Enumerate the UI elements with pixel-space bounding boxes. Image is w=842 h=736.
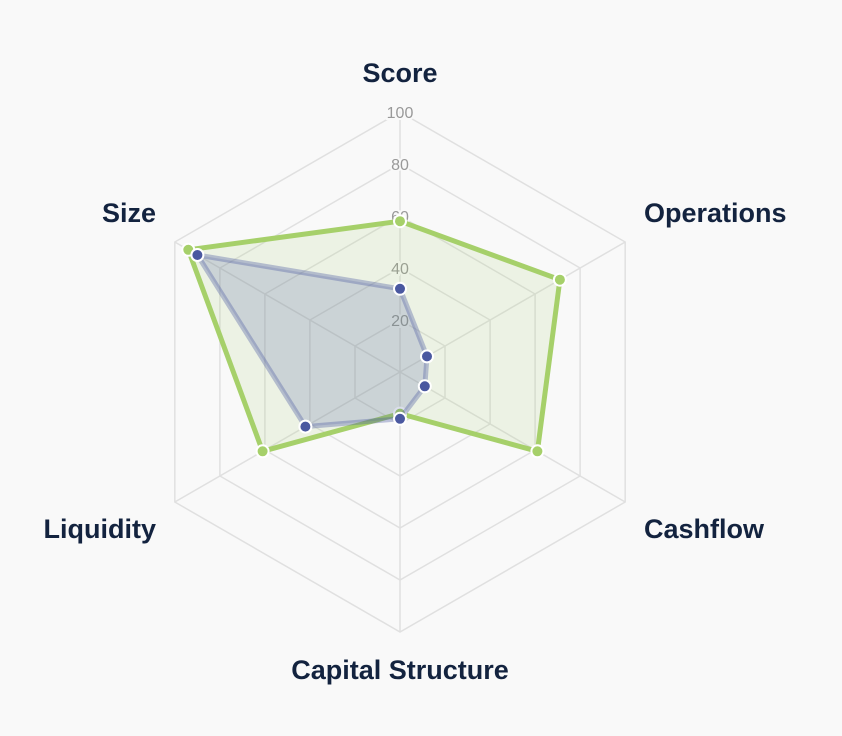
axis-spoke — [174, 241, 401, 373]
axis-label-cashflow: Cashflow — [644, 514, 765, 544]
axis-label-capital-structure: Capital Structure — [291, 655, 509, 685]
series-2-point[interactable] — [298, 419, 313, 434]
series-2-point[interactable] — [393, 281, 407, 296]
series-2-point[interactable] — [420, 349, 434, 364]
series-2 — [190, 248, 434, 434]
axis-label-liquidity: Liquidity — [44, 514, 156, 544]
series-1 — [181, 214, 567, 459]
series-1-point[interactable] — [393, 214, 407, 229]
series-2-point[interactable] — [393, 411, 407, 426]
axis-label-size: Size — [102, 198, 156, 228]
series-2-point[interactable] — [417, 379, 432, 394]
series-1-point[interactable] — [255, 444, 270, 459]
axis-label-operations: Operations — [644, 198, 787, 228]
tick-label: 80 — [391, 157, 409, 174]
series-1-point[interactable] — [530, 444, 545, 459]
series-1-point[interactable] — [552, 272, 567, 287]
axis-spoke — [174, 371, 401, 503]
tick-label-layer: 20406080100 — [385, 103, 416, 332]
axis-spoke — [399, 371, 626, 503]
axis-label-score: Score — [362, 58, 437, 88]
series-layer — [181, 214, 567, 459]
tick-label: 100 — [387, 105, 414, 122]
tick-label: 20 — [391, 313, 409, 330]
axis-spoke — [399, 241, 626, 373]
axis-label-layer: Score Operations Cashflow Capital Structure… — [44, 58, 787, 685]
series-2-point[interactable] — [190, 248, 205, 262]
tick-label: 40 — [391, 261, 409, 278]
grid-layer — [174, 111, 626, 633]
